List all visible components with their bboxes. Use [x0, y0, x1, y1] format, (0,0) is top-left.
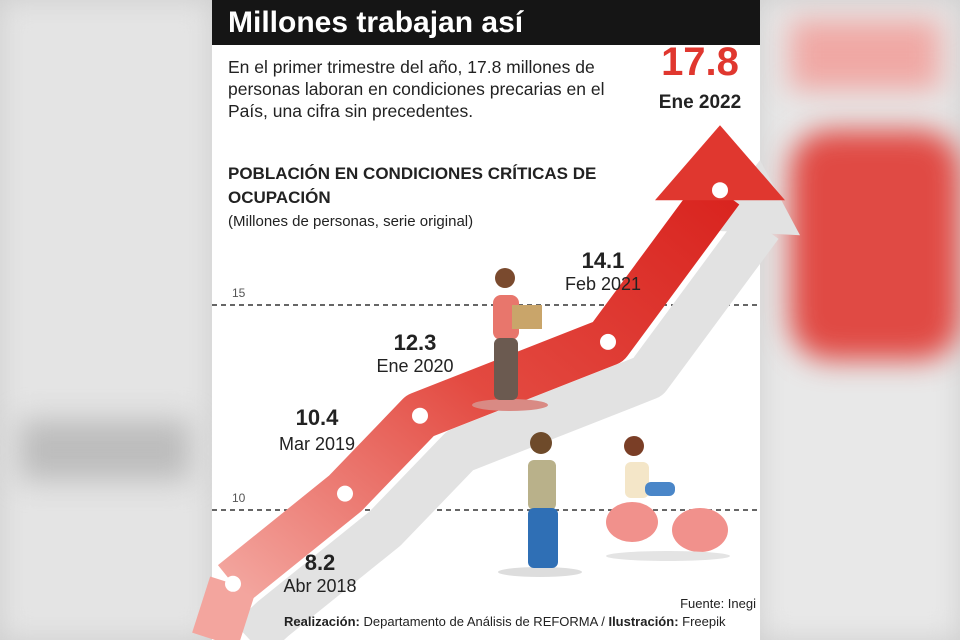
page-title: Millones trabajan así: [228, 6, 524, 39]
illustration: Freepik: [682, 614, 726, 629]
credit-label: Realización:: [284, 614, 360, 629]
bg-left: [0, 0, 212, 640]
figure: [624, 436, 644, 456]
value-label: 14.1: [582, 248, 625, 273]
piggy: [606, 502, 658, 542]
y-tick-label: 10: [232, 491, 246, 505]
figure: [645, 482, 675, 496]
value-label: 8.2: [305, 550, 336, 575]
arrow-head: [655, 125, 785, 201]
figure: [530, 432, 552, 454]
figure: [512, 305, 542, 329]
value-label: 12.3: [394, 330, 437, 355]
bg-blob: [790, 20, 940, 90]
chart-title: POBLACIÓN EN CONDICIONES CRÍTICAS DE OCU…: [228, 164, 597, 207]
piggy: [672, 508, 728, 552]
figure: [528, 460, 556, 510]
point: [337, 485, 353, 502]
chart-subtitle: (Millones de personas, serie original): [228, 213, 474, 230]
figure-shadow: [606, 551, 730, 561]
point: [225, 575, 241, 592]
point: [712, 182, 728, 199]
ribbon-tail: [192, 576, 256, 640]
category-label: Ene 2022: [659, 92, 741, 113]
figure: [528, 508, 558, 568]
illustration-label: Ilustración:: [608, 614, 679, 629]
bg-blob: [20, 420, 190, 480]
figure-shadow: [472, 399, 548, 411]
category-label: Ene 2020: [376, 356, 453, 376]
value-label: 10.4: [296, 405, 340, 430]
title-bar: [212, 0, 760, 45]
value-label: 17.8: [661, 40, 739, 84]
description: En el primer trimestre del año, 17.8 mil…: [228, 57, 605, 121]
credit: Departamento de Análisis de REFORMA /: [363, 614, 605, 629]
ribbon-shadow: [234, 211, 779, 640]
source: Fuente: Inegi: [680, 596, 756, 611]
figure: [494, 338, 518, 400]
category-label: Feb 2021: [565, 274, 641, 294]
figure-shadow: [498, 567, 582, 577]
bg-blob: [790, 130, 960, 360]
credits: Realización: Departamento de Análisis de…: [284, 614, 726, 629]
figure: [495, 268, 515, 288]
category-label: Abr 2018: [283, 576, 356, 596]
point: [412, 407, 428, 424]
category-label: Mar 2019: [279, 434, 355, 454]
point: [600, 333, 616, 350]
y-tick-label: 15: [232, 286, 246, 300]
figure: [625, 462, 649, 498]
